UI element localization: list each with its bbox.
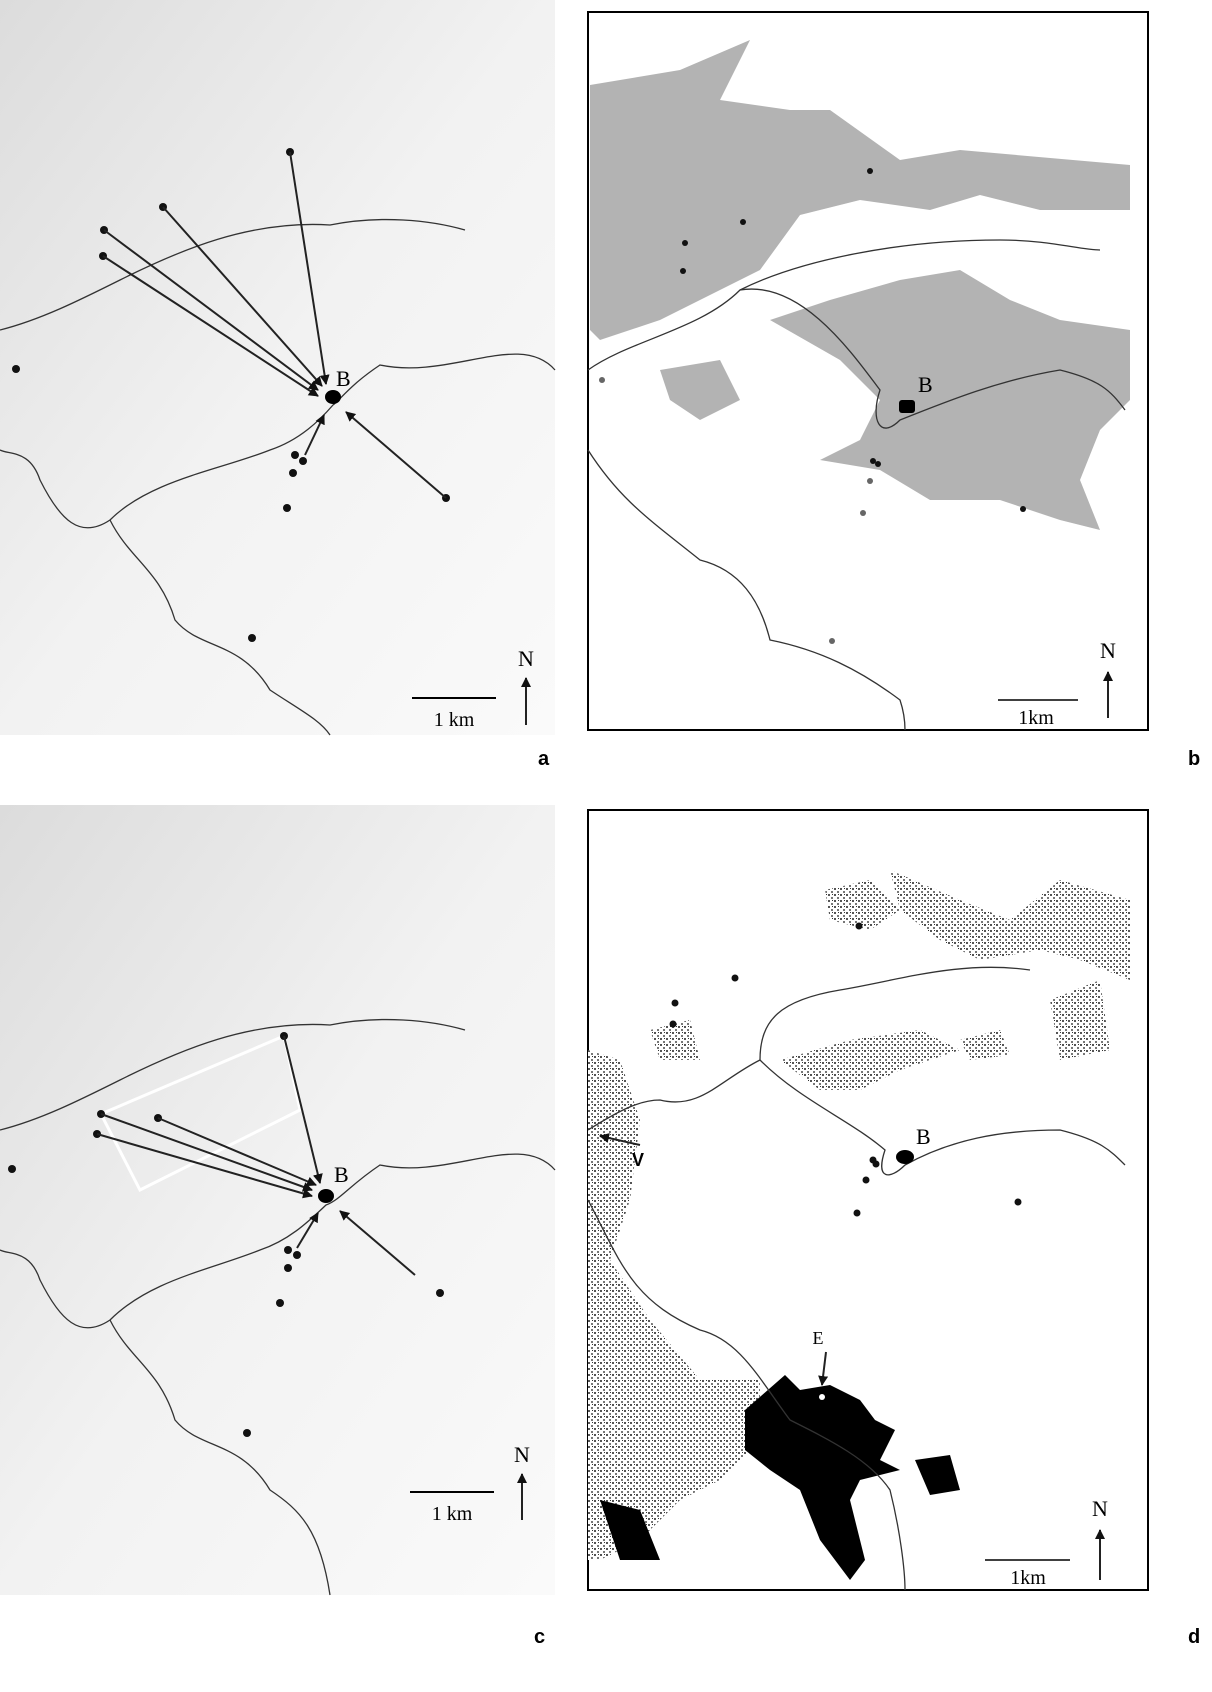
- site-dot: [870, 458, 876, 464]
- north-label: N: [518, 646, 534, 671]
- north-label: N: [1092, 1496, 1108, 1521]
- site-dot: [1020, 506, 1026, 512]
- site-dot: [8, 1165, 16, 1173]
- site-dot: [293, 1251, 301, 1259]
- site-dot: [682, 240, 688, 246]
- site-dot: [284, 1246, 292, 1254]
- figure: B 1 km N a B 1km N b: [0, 0, 1212, 1692]
- site-dot: [856, 923, 863, 930]
- site-dot: [276, 1299, 284, 1307]
- panel-d: B V E 1km N d: [588, 810, 1200, 1648]
- site-dot: [860, 510, 866, 516]
- site-label: B: [918, 372, 933, 397]
- map-shape: [318, 1189, 334, 1203]
- site-dot: [243, 1429, 251, 1437]
- site-dot: [740, 219, 746, 225]
- marker-label: V: [632, 1150, 644, 1170]
- relief-background: [0, 0, 555, 735]
- map-shape: [896, 1150, 914, 1164]
- panel-label: d: [1188, 1626, 1200, 1648]
- site-dot: [875, 461, 881, 467]
- site-dot: [283, 504, 291, 512]
- scale-label: 1 km: [434, 709, 475, 731]
- site-dot: [670, 1021, 677, 1028]
- site-dot: [599, 377, 605, 383]
- map-shape: [325, 390, 341, 404]
- scale-label: 1km: [1018, 707, 1054, 729]
- site-dot: [672, 1000, 679, 1007]
- page: B 1 km N a B 1km N b: [0, 0, 1212, 1692]
- site-label: B: [916, 1124, 931, 1149]
- marker-label: E: [813, 1328, 824, 1348]
- site-dot: [732, 975, 739, 982]
- site-dot: [867, 478, 873, 484]
- panel-b: B 1km N b: [588, 12, 1200, 770]
- panel-a: B 1 km N a: [0, 0, 555, 770]
- site-dot: [1015, 1199, 1022, 1206]
- panel-label: b: [1188, 748, 1200, 770]
- site-dot: [680, 268, 686, 274]
- site-label: B: [336, 366, 351, 391]
- site-dot: [12, 365, 20, 373]
- panel-label: a: [538, 748, 550, 770]
- site-dot: [289, 469, 297, 477]
- panel-label: c: [534, 1626, 545, 1648]
- site-dot: [248, 634, 256, 642]
- site-dot: [873, 1161, 880, 1168]
- panel-c: B 1 km N c: [0, 805, 555, 1648]
- site-dot: [436, 1289, 444, 1297]
- site-dot: [291, 451, 299, 459]
- site-dot: [867, 168, 873, 174]
- relief-background: [0, 805, 555, 1595]
- site-dot: [863, 1177, 870, 1184]
- marker-point: [819, 1394, 825, 1400]
- north-label: N: [514, 1442, 530, 1467]
- site-dot: [854, 1210, 861, 1217]
- scale-label: 1km: [1010, 1567, 1046, 1589]
- site-dot: [299, 457, 307, 465]
- north-label: N: [1100, 638, 1116, 663]
- map-shape: [899, 400, 915, 413]
- scale-label: 1 km: [432, 1503, 473, 1525]
- site-dot: [829, 638, 835, 644]
- site-dot: [284, 1264, 292, 1272]
- site-label: B: [334, 1162, 349, 1187]
